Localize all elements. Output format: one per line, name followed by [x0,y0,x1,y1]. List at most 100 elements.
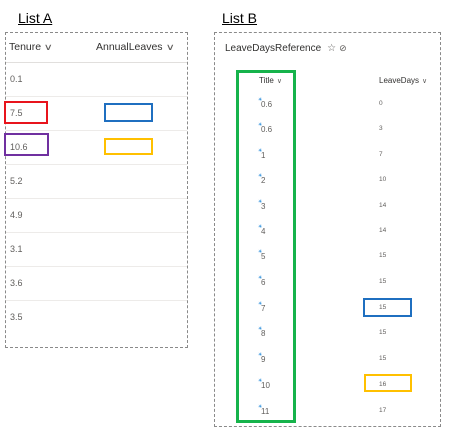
table-row[interactable]: 10.6 [6,131,187,165]
title-cell-value: 5 [261,252,266,261]
leavedays-cell: 17 [379,407,387,414]
new-item-sparkle-icon: ✳ [258,326,263,332]
title-cell-value: 0.6 [261,100,273,109]
table-row[interactable]: ✳ 3 14 [215,196,440,219]
list-a-header-row: Tenure ∨ AnnualLeaves ∨ [6,33,187,63]
leavedays-cell: 14 [379,202,387,209]
table-row[interactable]: ✳ 11 17 [215,401,440,424]
table-row[interactable]: ✳ 9 15 [215,349,440,372]
new-item-sparkle-icon: ✳ [258,352,263,358]
column-header-title-label: Title [259,76,274,85]
title-cell-value: 3 [261,202,266,211]
leavedays-cell: 16 [379,381,387,388]
leavedays-cell: 10 [379,176,387,183]
column-header-title[interactable]: Title ∨ [259,76,282,85]
tenure-cell: 4.9 [10,210,23,220]
table-row[interactable]: ✳ 7 15 [215,298,440,321]
table-row[interactable]: 5.2 [6,165,187,199]
table-row[interactable]: 3.5 [6,301,187,335]
leavedays-cell: 15 [379,329,387,336]
title-cell[interactable]: ✳ 2 [258,173,266,185]
table-row[interactable]: ✳ 8 15 [215,323,440,346]
table-row[interactable]: 4.9 [6,199,187,233]
leavedays-cell: 15 [379,252,387,259]
list-title-label: LeaveDaysReference [225,43,322,54]
new-item-sparkle-icon: ✳ [258,173,263,179]
title-cell-value: 0.6 [261,125,273,134]
table-row[interactable]: 0.1 [6,63,187,97]
title-cell-value: 11 [261,407,270,416]
new-item-sparkle-icon: ✳ [258,97,263,103]
table-row[interactable]: 7.5 [6,97,187,131]
title-cell-value: 4 [261,227,266,236]
leavedays-cell: 0 [379,100,383,107]
title-cell[interactable]: ✳ 4 [258,224,266,236]
chevron-down-icon: ∨ [422,78,428,85]
new-item-sparkle-icon: ✳ [258,249,263,255]
star-icon[interactable]: ☆ [327,43,337,54]
new-item-sparkle-icon: ✳ [258,122,263,128]
list-b-heading: List B [222,10,258,26]
title-cell-value: 6 [261,278,266,287]
title-cell[interactable]: ✳ 6 [258,275,266,287]
chevron-down-icon: ∨ [43,42,54,52]
column-header-leavedays[interactable]: LeaveDays ∨ [379,76,427,85]
title-cell[interactable]: ✳ 0.6 [258,122,273,134]
chevron-down-icon: ∨ [165,42,175,52]
table-row[interactable]: ✳ 2 10 [215,170,440,193]
new-item-sparkle-icon: ✳ [258,199,263,205]
leavedays-cell: 3 [379,125,383,132]
column-header-annualleaves-label: AnnualLeaves [96,41,163,53]
chevron-down-icon: ∨ [276,78,282,85]
title-cell[interactable]: ✳ 5 [258,249,266,261]
title-cell[interactable]: ✳ 0.6 [258,97,273,109]
leavedays-cell: 15 [379,304,387,311]
title-cell[interactable]: ✳ 9 [258,352,266,364]
title-cell-value: 1 [261,151,266,160]
title-cell[interactable]: ✳ 1 [258,148,266,160]
title-cell-value: 7 [261,304,266,313]
title-cell[interactable]: ✳ 10 [258,378,270,390]
tenure-cell: 3.1 [10,244,23,254]
title-cell[interactable]: ✳ 11 [258,404,270,416]
table-row[interactable]: ✳ 4 14 [215,221,440,244]
tenure-cell: 10.6 [10,142,28,152]
table-row[interactable]: ✳ 5 15 [215,246,440,269]
new-item-sparkle-icon: ✳ [258,148,263,154]
title-cell-value: 2 [261,176,266,185]
leavedays-cell: 14 [379,227,387,234]
new-item-sparkle-icon: ✳ [258,378,263,384]
tenure-cell: 3.6 [10,278,23,288]
new-item-sparkle-icon: ✳ [258,301,263,307]
leavedays-cell: 15 [379,355,387,362]
title-cell-value: 8 [261,329,266,338]
table-row[interactable]: ✳ 10 16 [215,375,440,398]
column-header-tenure-label: Tenure [9,41,42,53]
title-cell[interactable]: ✳ 8 [258,326,266,338]
table-row[interactable]: ✳ 0.6 3 [215,119,440,142]
tenure-cell: 3.5 [10,312,23,322]
leavedays-cell: 7 [379,151,383,158]
table-row[interactable]: 3.6 [6,267,187,301]
title-cell[interactable]: ✳ 3 [258,199,266,211]
table-row[interactable]: ✳ 1 7 [215,145,440,168]
tenure-cell: 7.5 [10,108,23,118]
title-cell-value: 10 [261,381,270,390]
list-a-panel: Tenure ∨ AnnualLeaves ∨ 0.1 7.5 10.6 5.2 4… [5,32,188,348]
list-a-heading: List A [18,10,53,26]
title-cell[interactable]: ✳ 7 [258,301,266,313]
table-row[interactable]: 3.1 [6,233,187,267]
new-item-sparkle-icon: ✳ [258,275,263,281]
column-header-annualleaves[interactable]: AnnualLeaves ∨ [96,41,175,53]
new-item-sparkle-icon: ✳ [258,404,263,410]
list-b-panel: LeaveDaysReference ☆ ⊘ Title ∨ LeaveDays ∨ ✳… [214,32,441,427]
column-header-tenure[interactable]: Tenure ∨ [9,41,54,53]
tenure-cell: 5.2 [10,176,23,186]
table-row[interactable]: ✳ 0.6 0 [215,94,440,117]
tenure-cell: 0.1 [10,74,23,84]
sync-status-icon[interactable]: ⊘ [339,43,347,53]
list-title: LeaveDaysReference ☆ ⊘ [225,43,347,54]
table-row[interactable]: ✳ 6 15 [215,272,440,295]
leavedays-cell: 15 [379,278,387,285]
title-cell-value: 9 [261,355,266,364]
